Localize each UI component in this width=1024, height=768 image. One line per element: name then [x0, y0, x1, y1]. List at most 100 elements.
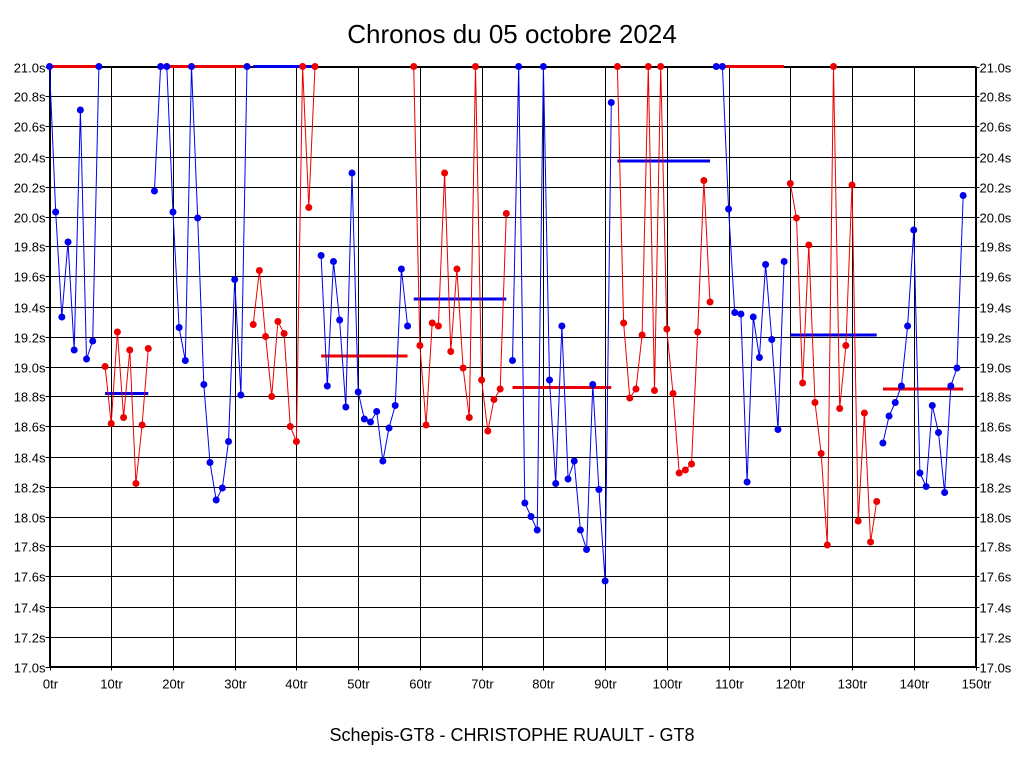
data-point — [367, 418, 375, 426]
y-tick-label-right: 19.4s — [980, 301, 1012, 316]
chart-footer: Schepis-GT8 - CHRISTOPHE RUAULT - GT8 — [329, 725, 694, 745]
data-point — [416, 342, 424, 349]
data-point — [305, 204, 313, 211]
y-tick-label-right: 18.6s — [980, 420, 1012, 435]
y-tick-label-left: 20.6s — [14, 120, 46, 135]
data-point — [842, 342, 850, 349]
x-tick-label: 30tr — [224, 677, 247, 692]
data-point — [459, 364, 467, 372]
data-point — [169, 208, 177, 216]
data-point — [391, 402, 399, 409]
data-point — [52, 208, 60, 216]
data-point — [113, 328, 121, 336]
data-point — [502, 210, 510, 217]
data-point — [249, 321, 257, 328]
y-tick-label-right: 19.2s — [980, 331, 1012, 346]
data-point — [681, 466, 689, 474]
data-point — [286, 423, 294, 430]
data-point — [539, 63, 547, 70]
data-point — [354, 388, 362, 396]
data-point — [95, 63, 103, 70]
data-point — [373, 408, 381, 415]
data-point — [725, 205, 733, 213]
data-point — [762, 261, 770, 268]
data-point — [422, 421, 430, 429]
x-tick-label: 120tr — [776, 677, 806, 692]
data-point — [897, 382, 905, 390]
data-point — [434, 322, 442, 330]
plot-area — [49, 66, 976, 667]
data-point — [959, 192, 967, 199]
y-tick-label-right: 20.6s — [980, 120, 1012, 135]
data-point — [89, 337, 97, 345]
x-tick-label: 60tr — [409, 677, 432, 692]
data-points — [46, 63, 967, 585]
data-point — [46, 63, 53, 70]
data-point — [397, 265, 405, 273]
data-point — [101, 363, 109, 370]
y-tick-label-left: 17.2s — [14, 631, 46, 646]
data-point — [663, 325, 671, 333]
x-tick-label: 0tr — [43, 677, 59, 692]
x-tick-label: 90tr — [594, 677, 617, 692]
data-point — [860, 409, 868, 417]
data-point — [280, 330, 288, 337]
data-point — [311, 63, 319, 70]
data-point — [441, 169, 449, 177]
y-tick-label-left: 17.0s — [14, 661, 46, 676]
y-tick-label-right: 17.6s — [980, 570, 1012, 585]
data-point — [836, 405, 844, 412]
data-point — [231, 276, 239, 283]
x-tick-label: 70tr — [471, 677, 494, 692]
data-point — [799, 379, 807, 387]
data-point — [490, 396, 498, 403]
data-point — [478, 376, 486, 384]
data-point — [589, 381, 597, 388]
y-tick-label-left: 19.8s — [14, 240, 46, 255]
data-point — [262, 333, 270, 340]
y-tick-label-left: 20.0s — [14, 211, 46, 226]
data-point — [329, 258, 337, 265]
data-point — [292, 438, 300, 445]
x-tick-label: 40tr — [285, 677, 308, 692]
data-point — [323, 382, 331, 390]
tick-labels: 17.0s 17.0s 17.2s 17.2s 17.4s 17.4s 17.6s 17.6s… — [14, 61, 1012, 692]
x-tick-label: 10tr — [100, 677, 123, 692]
data-point — [688, 460, 696, 468]
data-point — [58, 313, 66, 321]
y-tick-label-left: 18.2s — [14, 481, 46, 496]
data-point — [163, 63, 171, 70]
data-point — [212, 496, 220, 504]
y-tick-label-right: 20.4s — [980, 151, 1012, 166]
data-point — [274, 318, 282, 325]
data-point — [811, 399, 819, 406]
data-point — [576, 526, 584, 534]
data-point — [675, 469, 683, 477]
data-point — [879, 439, 887, 447]
data-point — [206, 459, 214, 466]
data-point — [854, 517, 862, 525]
data-point — [379, 457, 387, 465]
data-point — [786, 180, 794, 187]
data-point — [509, 357, 516, 364]
data-point — [953, 364, 961, 372]
x-tick-label: 80tr — [532, 677, 555, 692]
data-point — [299, 63, 307, 70]
data-point — [601, 577, 609, 585]
y-tick-label-right: 17.8s — [980, 540, 1012, 555]
data-point — [126, 346, 134, 354]
data-point — [934, 429, 942, 436]
data-point — [527, 513, 535, 520]
data-point — [891, 399, 899, 406]
data-point — [83, 355, 91, 363]
y-tick-label-right: 21.0s — [980, 61, 1012, 76]
data-point — [70, 346, 78, 354]
data-point — [632, 385, 640, 393]
data-point — [669, 390, 677, 397]
data-point — [218, 484, 226, 492]
data-point — [255, 267, 263, 274]
data-point — [607, 99, 615, 106]
data-point — [706, 298, 714, 306]
data-point — [873, 498, 881, 505]
